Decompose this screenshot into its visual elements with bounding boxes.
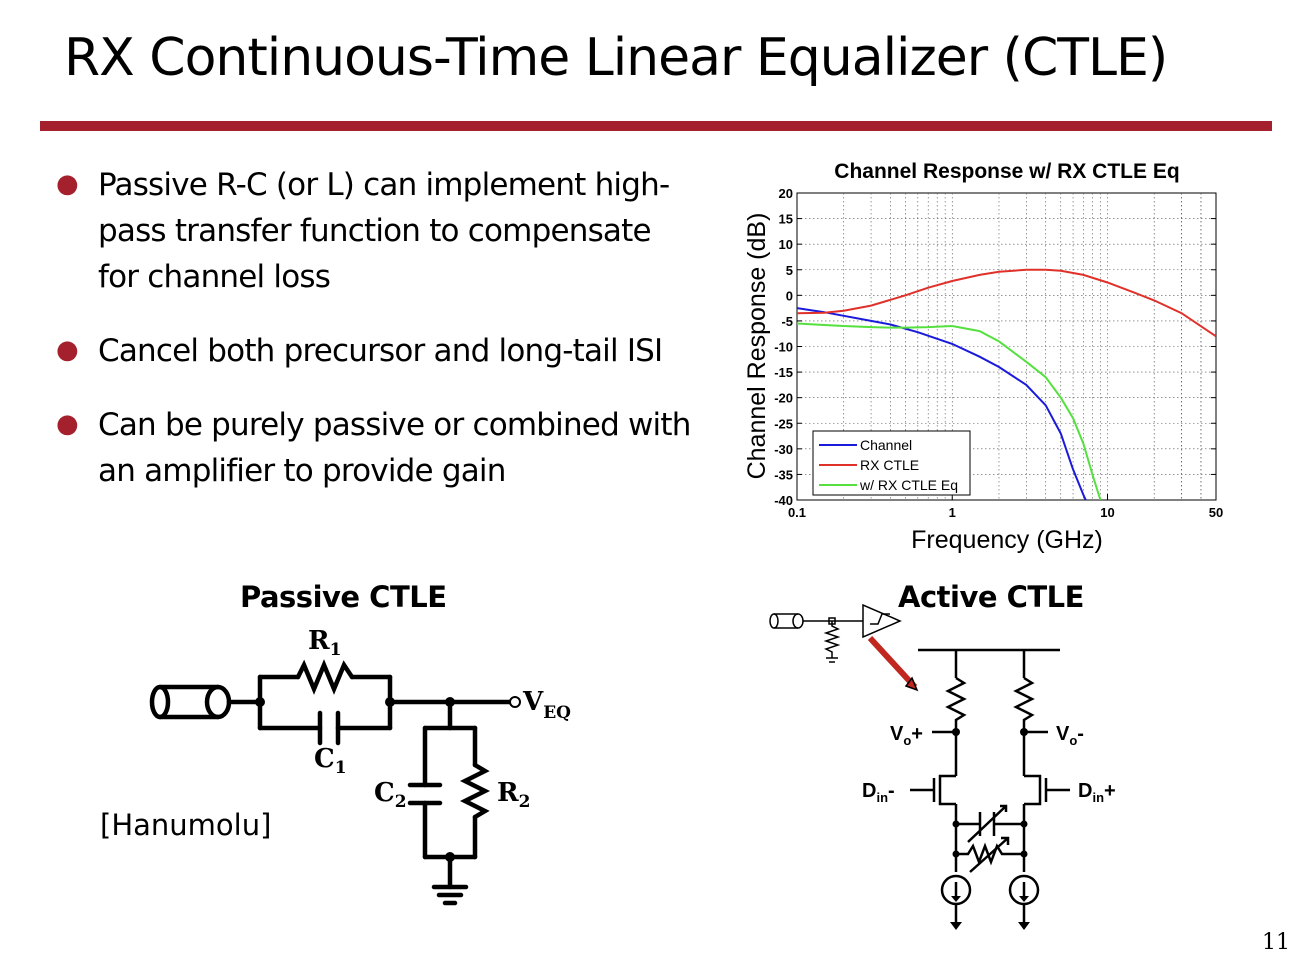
y-tick-label: -20 [774, 391, 793, 406]
r2-resistor-icon [459, 762, 491, 820]
r1-resistor-icon [295, 659, 355, 695]
y-ticks: 20 15 10 5 0 -5 -10 -15 -20 -25 -30 -35 -40 [774, 186, 1216, 508]
variable-capacitor-icon [967, 804, 1008, 843]
din-minus-label: Din- [862, 780, 895, 805]
chart-title: Channel Response w/ RX CTLE Eq [834, 160, 1179, 183]
inset-channel-icon [769, 603, 902, 663]
y-axis-label: Channel Response (dB) [743, 213, 771, 480]
y-tick-label: 15 [779, 212, 793, 227]
arrow-head-icon [904, 676, 919, 692]
y-tick-label: 20 [779, 186, 793, 201]
bullet-item: ● Passive R-C (or L) can implement high-p… [52, 162, 692, 300]
active-ctle-heading: Active CTLE [898, 580, 1084, 614]
r1-label: R1 [308, 626, 341, 660]
series-line-2 [797, 268, 1216, 338]
legend-entry: w/ RX CTLE Eq [859, 477, 958, 493]
series-lines [797, 268, 1216, 500]
legend: Channel RX CTLE w/ RX CTLE Eq [812, 430, 971, 496]
slide-title: RX Continuous-Time Linear Equalizer (CTL… [64, 28, 1168, 88]
y-tick-label: -15 [774, 365, 793, 380]
x-tick-label: 0.1 [788, 505, 806, 520]
right-transistor-icon [1024, 774, 1070, 806]
vo-plus-label: Vo+ [890, 723, 923, 748]
citation: [Hanumolu] [100, 808, 272, 842]
passive-ctle-heading: Passive CTLE [240, 580, 447, 614]
passive-ctle-schematic: R1 C1 C2 R2 VEQ [149, 626, 571, 906]
veq-label: VEQ [522, 687, 571, 723]
bullet-text: Can be purely passive or combined with a… [98, 407, 691, 489]
bullet-text: Cancel both precursor and long-tail ISI [98, 333, 663, 369]
x-axis-label: Frequency (GHz) [911, 526, 1103, 554]
bullet-dot-icon: ● [56, 335, 79, 365]
y-tick-label: 10 [779, 237, 793, 252]
legend-entry: RX CTLE [860, 457, 919, 473]
y-tick-label: -25 [774, 416, 793, 431]
din-plus-label: Din+ [1078, 780, 1116, 805]
coax-cable-icon [149, 684, 232, 720]
y-tick-label: -10 [774, 340, 793, 355]
bullet-item: ● Cancel both precursor and long-tail ISI [52, 328, 692, 374]
c1-label: C1 [314, 744, 347, 778]
y-tick-label: -30 [774, 442, 793, 457]
active-ctle-schematic: Vo+ Vo- Din- Din+ [769, 603, 1116, 930]
c1-capacitor-icon [317, 710, 341, 746]
series-line-3 [797, 322, 1102, 500]
ground-icon [431, 884, 469, 906]
ground-arrow-icon [1018, 922, 1030, 930]
c2-capacitor-icon [407, 782, 443, 806]
series-line-1 [797, 307, 1087, 500]
vo-minus-label: Vo- [1056, 723, 1084, 748]
bullet-text: Passive R-C (or L) can implement high-pa… [98, 167, 670, 295]
right-load-resistor-icon [1013, 676, 1035, 732]
y-tick-label: -40 [774, 493, 793, 508]
x-tick-label: 10 [1100, 505, 1114, 520]
title-divider [40, 121, 1272, 131]
bullet-dot-icon: ● [56, 409, 79, 439]
x-tick-label: 50 [1209, 505, 1223, 520]
left-transistor-icon [910, 774, 956, 806]
x-ticks: 0.1 1 10 50 [788, 494, 1223, 520]
y-tick-label: 0 [786, 288, 793, 303]
pointer-arrow [867, 635, 918, 690]
x-tick-label: 1 [949, 505, 956, 520]
veq-terminal [509, 696, 521, 708]
y-tick-label: 5 [786, 263, 793, 278]
bullet-dot-icon: ● [56, 169, 79, 199]
legend-entry: Channel [860, 437, 912, 453]
bullet-item: ● Can be purely passive or combined with … [52, 402, 692, 494]
y-tick-label: -35 [774, 467, 793, 482]
y-tick-label: -5 [781, 314, 793, 329]
page-number: 11 [1262, 930, 1290, 955]
bullet-list: ● Passive R-C (or L) can implement high-p… [52, 162, 692, 522]
c2-label: C2 [374, 778, 407, 812]
ground-arrow-icon [950, 922, 962, 930]
left-load-resistor-icon [945, 676, 967, 732]
r2-label: R2 [497, 778, 530, 812]
variable-resistor-icon [969, 836, 1010, 873]
